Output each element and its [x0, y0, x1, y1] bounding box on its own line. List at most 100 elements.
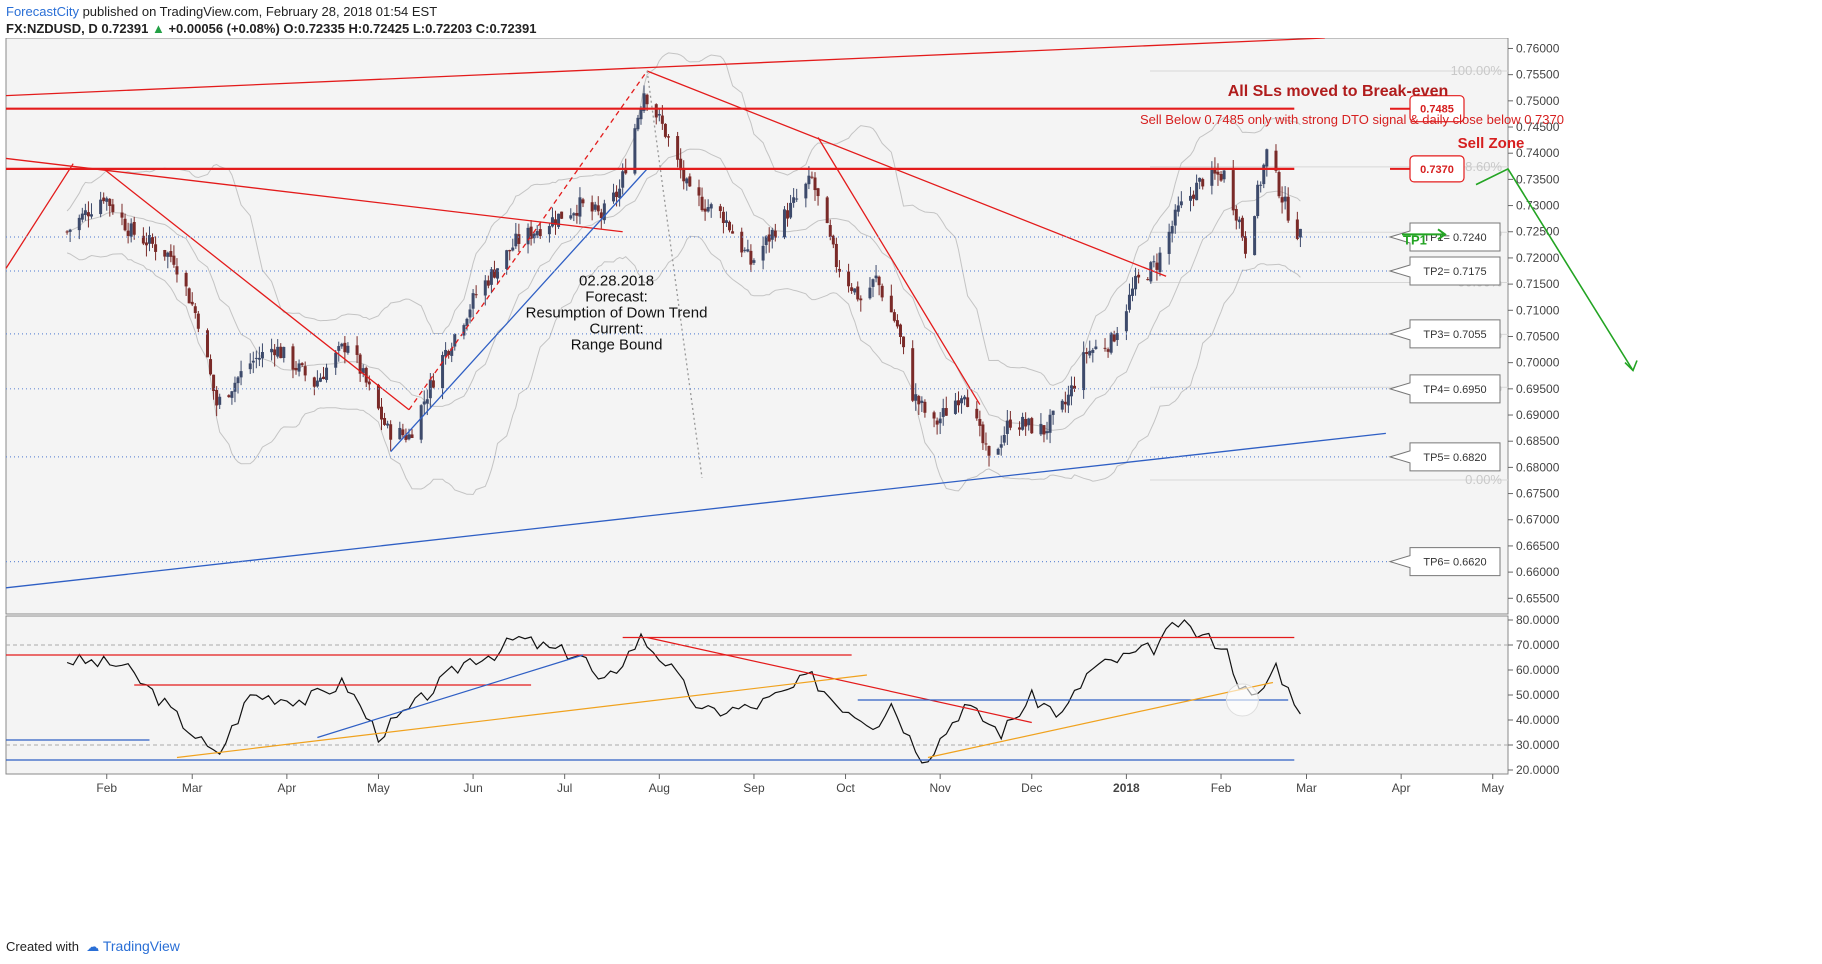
candle-body [1280, 197, 1284, 203]
candle-body [404, 435, 408, 440]
time-axis-label: Jun [463, 781, 482, 795]
candle-body [917, 396, 921, 405]
price-axis-label: 0.74500 [1516, 120, 1560, 134]
tradingview-link[interactable]: TradingView [102, 938, 180, 954]
channel-left-segment [5, 163, 74, 269]
candle-body [1234, 208, 1238, 221]
candle-body [462, 325, 466, 336]
candle-body [1210, 168, 1214, 186]
candle-body [386, 423, 390, 426]
candle-body [679, 158, 683, 171]
candle-body [367, 381, 371, 385]
time-axis-label: Feb [1211, 781, 1232, 795]
time-axis-label: Sep [743, 781, 765, 795]
candle-body [1127, 294, 1131, 310]
falling-trendline-a [5, 157, 623, 233]
candle-body [358, 354, 362, 374]
candle-body [761, 245, 765, 261]
candle-body [355, 345, 359, 355]
candle-body [764, 236, 768, 246]
candle-body [514, 233, 518, 247]
candle-body [471, 293, 475, 309]
price-axis-label: 0.73500 [1516, 172, 1560, 186]
time-axis-label: Apr [1392, 781, 1411, 795]
candle-body [1237, 219, 1241, 223]
candle-body [340, 343, 344, 347]
candle-body [795, 198, 799, 200]
candle-body [297, 363, 301, 372]
chart-canvas[interactable]: 0.76000 0.75500 0.75000 0.74500 0.74000 0.735… [0, 38, 1822, 938]
candle-body [496, 268, 500, 279]
price-change: +0.00056 (+0.08%) [168, 21, 280, 36]
sell-zone-label: Sell Zone [1458, 135, 1525, 152]
candle-body [129, 223, 133, 237]
price-axis-label: 0.66500 [1516, 539, 1560, 553]
footer: Created with ☁ TradingView [6, 938, 180, 955]
candle-body [492, 269, 496, 278]
candle-body [944, 408, 948, 416]
price-pane[interactable] [5, 38, 1509, 615]
candle-body [154, 244, 158, 252]
candle-body [804, 183, 808, 199]
upper-channel-line [5, 38, 1325, 97]
candle-body [282, 346, 286, 359]
candle-body [383, 417, 387, 425]
candle-body [517, 234, 521, 244]
price-axis-label: 0.74000 [1516, 146, 1560, 160]
author-link[interactable]: ForecastCity [6, 4, 79, 19]
candle-body [810, 176, 814, 178]
candle-body [752, 260, 756, 263]
time-axis-label: May [1481, 781, 1504, 795]
osc-highlight-circle [1225, 683, 1259, 717]
osc-axis-label: 70.0000 [1516, 638, 1560, 652]
candle-body [688, 176, 692, 187]
candle-body [410, 434, 414, 438]
time-axis-label: Dec [1021, 781, 1042, 795]
candle-body [731, 231, 735, 234]
candle-body [1072, 385, 1076, 389]
candle-body [425, 399, 429, 404]
candle-body [960, 398, 964, 404]
candle-body [1231, 170, 1235, 211]
time-axis-label: Aug [649, 781, 670, 795]
candle-body [147, 235, 151, 244]
candle-body [987, 445, 991, 456]
candle-body [789, 202, 793, 218]
candle-body [1179, 201, 1183, 206]
candle-body [1158, 252, 1162, 272]
candle-body [941, 408, 945, 417]
candle-body [230, 391, 234, 398]
candle-body [847, 271, 851, 287]
candle-body [892, 312, 896, 321]
price-axis-label: 0.69000 [1516, 408, 1560, 422]
candle-body [825, 197, 829, 224]
publish-text: published on TradingView.com, February 2… [78, 4, 438, 19]
rising-trendline [390, 168, 648, 453]
candle-body [975, 408, 979, 419]
break-even-note: All SLs moved to Break-even [1228, 83, 1449, 100]
candle-body [1021, 416, 1025, 430]
candle-body [831, 235, 835, 245]
candle-body [1124, 311, 1128, 332]
osc-axis-label: 20.0000 [1516, 763, 1560, 777]
candle-body [1192, 194, 1196, 199]
candle-body [877, 276, 881, 286]
fib-level-label: 100.00% [1451, 63, 1503, 78]
candle-body [526, 227, 530, 245]
fib-level-label: 0.00% [1465, 472, 1502, 487]
candle-body [728, 221, 732, 231]
low-label: L: [412, 21, 426, 36]
candle-body [1198, 177, 1202, 182]
level-box-label: 0.7485 [1420, 104, 1454, 116]
time-axis-label: May [367, 781, 390, 795]
candle-body [279, 346, 283, 359]
candle-body [599, 212, 603, 219]
price-axis-label: 0.69500 [1516, 382, 1560, 396]
candle-body [441, 355, 445, 389]
oscillator-pane[interactable] [5, 615, 1509, 775]
candle-body [270, 348, 274, 353]
candle-body [163, 250, 167, 257]
osc-axis-label: 60.0000 [1516, 663, 1560, 677]
candle-body [126, 230, 130, 236]
tp1-marker-arrow [1402, 228, 1447, 241]
